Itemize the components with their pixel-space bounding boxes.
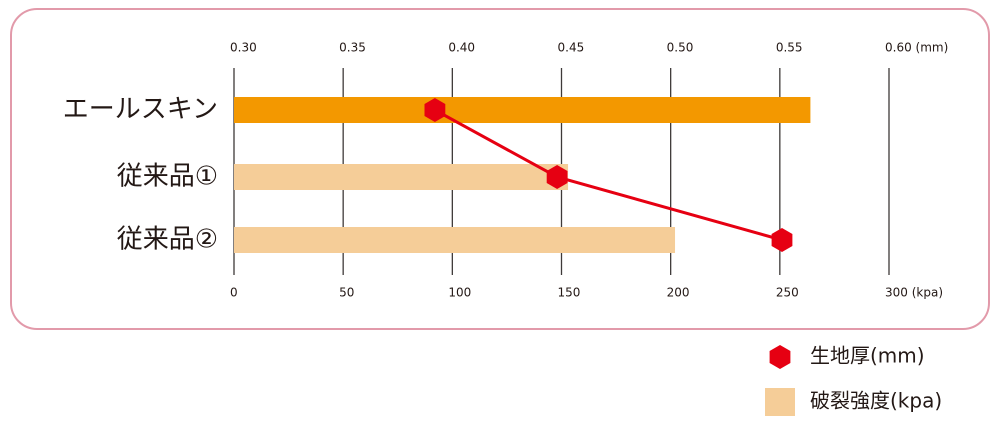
legend-swatch: [765, 388, 795, 416]
x-tick-label: 250: [776, 286, 799, 300]
bar: [234, 227, 676, 253]
x2-tick-label: 0.60 (mm): [885, 41, 948, 55]
x-tick-label: 100: [448, 286, 471, 300]
point: [771, 228, 793, 252]
x2-tick-label: 0.45: [558, 41, 585, 55]
x2-tick-label: 0.40: [448, 41, 475, 55]
x2-tick-label: 0.30: [230, 41, 257, 55]
x-tick-label: 300 (kpa): [885, 286, 943, 300]
bar: [234, 164, 569, 190]
point: [424, 98, 446, 122]
x-tick-label: 50: [339, 286, 354, 300]
legend-swatch: [769, 345, 791, 369]
x2-tick-label: 0.50: [667, 41, 694, 55]
x-tick-label: 150: [558, 286, 581, 300]
x-tick-label: 200: [667, 286, 690, 300]
legend-label: 破裂強度(kpa): [810, 389, 942, 413]
chart-frame: [10, 8, 990, 330]
category-label: 従来品①: [117, 162, 218, 192]
point: [546, 165, 568, 189]
x2-tick-label: 0.35: [339, 41, 366, 55]
x2-tick-label: 0.55: [776, 41, 803, 55]
x-tick-label: 0: [230, 286, 238, 300]
category-label: 従来品②: [117, 225, 218, 255]
bar: [234, 97, 811, 123]
legend-label: 生地厚(mm): [810, 344, 925, 368]
category-label: エールスキン: [63, 95, 218, 125]
